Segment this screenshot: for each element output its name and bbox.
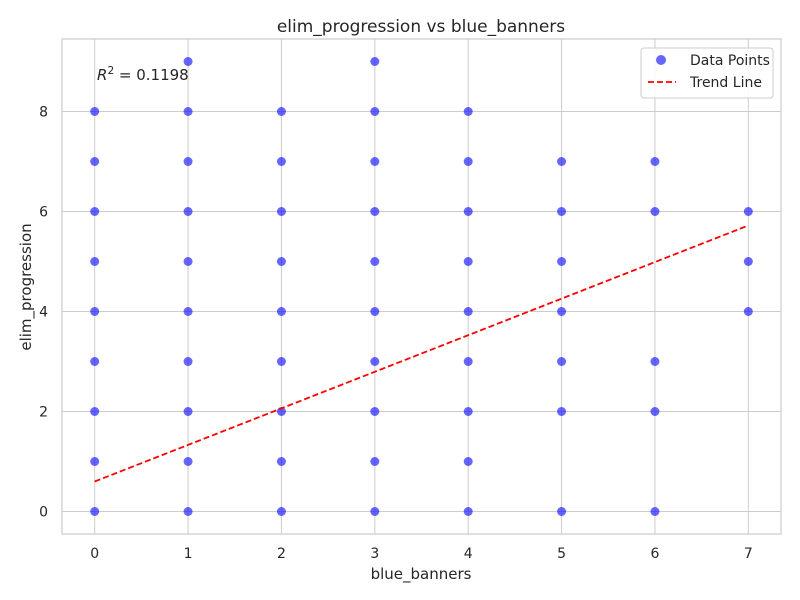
data-point: [463, 507, 473, 516]
data-point: [276, 207, 286, 216]
data-point: [743, 307, 753, 316]
data-point: [90, 307, 100, 316]
data-point: [463, 107, 473, 116]
data-point: [370, 457, 380, 466]
data-point: [183, 257, 193, 266]
y-axis-label: elim_progression: [17, 223, 36, 350]
data-point: [183, 357, 193, 366]
x-tick-labels: 0 1 2 3 4 5 6 7: [90, 546, 753, 562]
data-point: [370, 357, 380, 366]
legend-label-data-points: Data Points: [690, 53, 770, 69]
data-point: [183, 307, 193, 316]
y-tick-label: 2: [39, 405, 48, 421]
data-point: [276, 507, 286, 516]
data-point: [463, 407, 473, 416]
data-point: [463, 257, 473, 266]
data-point: [90, 157, 100, 166]
data-point: [90, 207, 100, 216]
data-point: [463, 157, 473, 166]
legend-marker-data-points: [656, 55, 666, 65]
data-point: [370, 507, 380, 516]
data-point: [557, 507, 567, 516]
data-point: [183, 407, 193, 416]
data-point: [557, 407, 567, 416]
data-point: [90, 507, 100, 516]
x-tick-label: 3: [370, 546, 379, 562]
data-point: [183, 57, 193, 66]
data-point: [370, 207, 380, 216]
plot-area: [62, 39, 781, 534]
data-point: [557, 207, 567, 216]
y-tick-label: 4: [39, 305, 48, 321]
data-point: [90, 107, 100, 116]
r-squared-annotation: R2 = 0.1198: [97, 65, 189, 84]
data-point: [557, 157, 567, 166]
y-tick-labels: 0 2 4 6 8: [39, 105, 48, 521]
data-point: [557, 357, 567, 366]
data-point: [650, 207, 660, 216]
legend-label-trend-line: Trend Line: [689, 75, 762, 91]
data-point: [650, 157, 660, 166]
data-point: [183, 107, 193, 116]
data-point: [90, 357, 100, 366]
legend: Data Points Trend Line: [640, 47, 774, 99]
y-tick-label: 0: [39, 505, 48, 521]
data-point: [276, 307, 286, 316]
data-point: [183, 207, 193, 216]
y-tick-label: 6: [39, 205, 48, 221]
data-point: [463, 457, 473, 466]
data-point: [90, 407, 100, 416]
r-squared-value: = 0.1198: [114, 66, 189, 84]
data-point: [276, 107, 286, 116]
data-point: [370, 57, 380, 66]
plot-frame: [61, 38, 782, 535]
data-points: [90, 57, 753, 516]
data-point: [370, 157, 380, 166]
data-point: [183, 457, 193, 466]
data-point: [183, 507, 193, 516]
data-point: [650, 407, 660, 416]
data-point: [276, 257, 286, 266]
data-point: [276, 357, 286, 366]
data-point: [557, 307, 567, 316]
x-axis-label: blue_banners: [371, 565, 472, 584]
data-point: [370, 107, 380, 116]
data-point: [557, 257, 567, 266]
x-tick-label: 2: [277, 546, 286, 562]
grid-lines: [62, 39, 781, 534]
y-tick-label: 8: [39, 105, 48, 121]
data-point: [650, 357, 660, 366]
x-tick-label: 4: [464, 546, 473, 562]
data-point: [90, 457, 100, 466]
data-point: [276, 457, 286, 466]
data-point: [183, 157, 193, 166]
x-tick-label: 5: [557, 546, 566, 562]
x-tick-label: 0: [90, 546, 99, 562]
data-point: [650, 507, 660, 516]
x-tick-label: 6: [650, 546, 659, 562]
data-point: [90, 257, 100, 266]
data-point: [370, 257, 380, 266]
data-point: [743, 207, 753, 216]
chart-title: elim_progression vs blue_banners: [277, 17, 565, 37]
data-point: [276, 157, 286, 166]
r-squared-symbol: R: [97, 66, 107, 84]
data-point: [463, 357, 473, 366]
r-squared-superscript: 2: [107, 65, 114, 77]
data-point: [463, 307, 473, 316]
legend-box: [640, 47, 774, 99]
data-point: [463, 207, 473, 216]
x-tick-label: 7: [744, 546, 753, 562]
data-point: [370, 407, 380, 416]
data-point: [370, 307, 380, 316]
data-point: [743, 257, 753, 266]
x-tick-label: 1: [184, 546, 193, 562]
